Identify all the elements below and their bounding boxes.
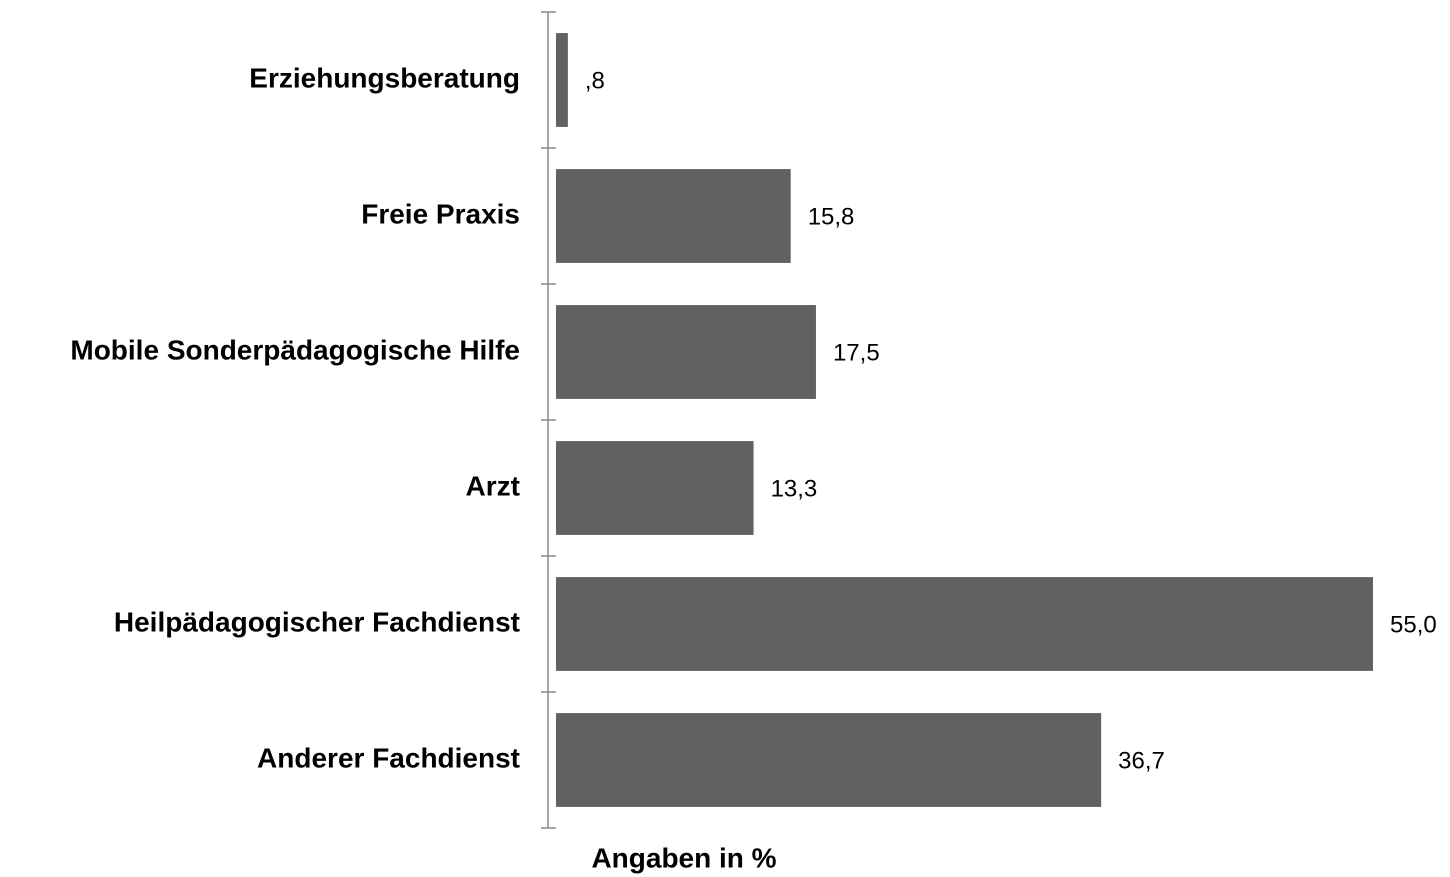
value-label: 15,8: [808, 203, 855, 230]
y-tick-label: Freie Praxis: [361, 198, 520, 229]
value-label: 17,5: [833, 339, 880, 366]
value-label: ,8: [585, 67, 605, 94]
bar: [556, 713, 1102, 807]
bar: [556, 305, 816, 399]
y-tick-label: Arzt: [466, 470, 520, 501]
value-label: 36,7: [1118, 747, 1165, 774]
value-label: 13,3: [771, 475, 818, 502]
x-axis-label: Angaben in %: [591, 842, 776, 873]
y-tick-label: Erziehungsberatung: [249, 62, 520, 93]
y-tick-label: Anderer Fachdienst: [257, 742, 520, 773]
y-tick-label: Heilpädagogischer Fachdienst: [114, 606, 520, 637]
bar: [556, 169, 791, 263]
value-label: 55,0: [1390, 611, 1437, 638]
bar: [556, 33, 568, 127]
y-tick-label: Mobile Sonderpädagogische Hilfe: [70, 334, 520, 365]
bar: [556, 441, 754, 535]
bar: [556, 577, 1373, 671]
